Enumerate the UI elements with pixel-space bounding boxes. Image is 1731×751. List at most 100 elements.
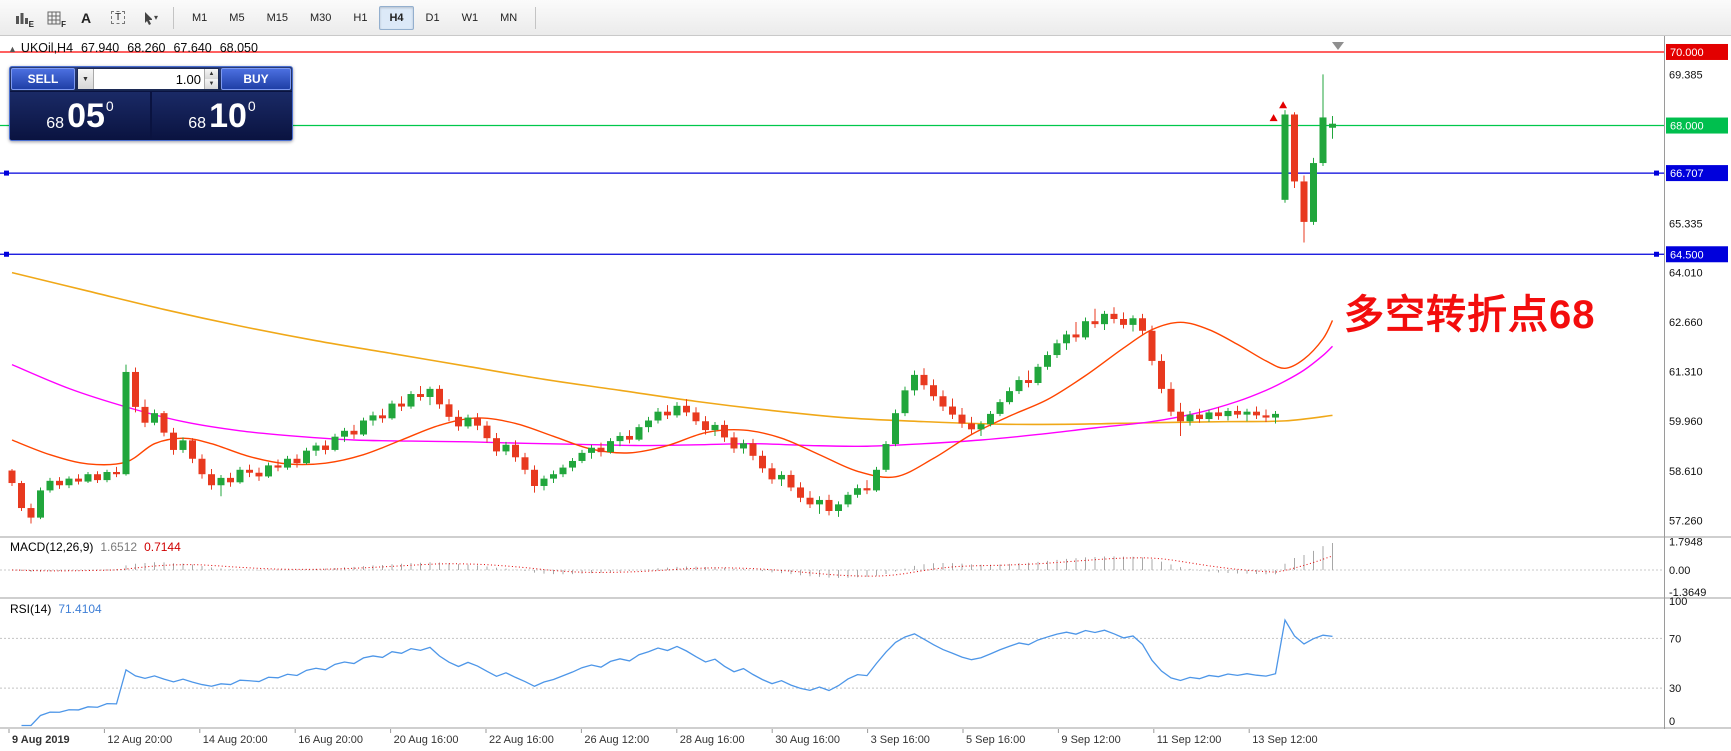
timeframe-button-m30[interactable]: M30: [300, 6, 341, 30]
candle-body: [179, 440, 187, 450]
buy-price-pips: 10: [209, 97, 247, 135]
timeframe-button-m5[interactable]: M5: [219, 6, 254, 30]
candle-body: [246, 469, 253, 473]
candle-body: [18, 483, 25, 509]
candle-body: [103, 472, 111, 481]
icon-sub-label: E: [28, 19, 34, 29]
candle-body: [379, 415, 386, 419]
candle-body: [825, 499, 833, 511]
bar-chart-icon: [16, 12, 28, 24]
candle-body: [160, 413, 168, 433]
candle-body: [189, 440, 196, 459]
trade-arrow-marker: [1279, 101, 1288, 109]
candle-body: [417, 394, 424, 397]
pane-divider[interactable]: [0, 597, 1731, 599]
volume-increase-button[interactable]: ▲: [204, 69, 218, 79]
candle-body: [398, 403, 405, 407]
candle-body: [151, 413, 158, 423]
timeframe-button-h1[interactable]: H1: [343, 6, 377, 30]
candle-body: [540, 478, 548, 486]
timeframe-button-h4[interactable]: H4: [379, 5, 414, 30]
candle-body: [474, 417, 481, 426]
ma-slow-line: [11, 271, 1333, 426]
time-axis-label: 30 Aug 16:00: [775, 734, 840, 746]
macd-scale-label: -1.3649: [1669, 587, 1706, 599]
price-tick-label: 58.610: [1669, 466, 1703, 478]
candle-body: [1329, 123, 1336, 128]
text-box-icon: T: [110, 11, 126, 24]
timeframe-button-mn[interactable]: MN: [490, 6, 527, 30]
candles: [8, 74, 1336, 524]
grid-f-button[interactable]: F: [39, 5, 69, 31]
candle-body: [265, 465, 272, 477]
candle-body: [1272, 413, 1279, 418]
volume-decrease-button[interactable]: ▼: [204, 79, 218, 89]
rsi-name: RSI(14): [10, 602, 52, 616]
chart-shift-marker-icon: [1332, 42, 1344, 50]
candle-body: [635, 427, 643, 440]
text-box-button[interactable]: T: [103, 5, 133, 31]
price-tick-label: 59.960: [1669, 416, 1703, 428]
chart-style-e-button[interactable]: E: [7, 5, 37, 31]
collapse-triangle-icon[interactable]: ▲: [8, 44, 17, 54]
candle-body: [1148, 330, 1156, 361]
timeframe-button-d1[interactable]: D1: [416, 6, 450, 30]
buy-price-display[interactable]: 68 10 0: [152, 92, 292, 140]
price-tick-label: 64.010: [1669, 267, 1703, 279]
text-annotation-button[interactable]: A: [71, 5, 101, 31]
candle-body: [132, 371, 139, 407]
time-axis-label: 22 Aug 16:00: [489, 734, 554, 746]
price-badge: 64.500: [1666, 246, 1728, 263]
pane-divider[interactable]: [0, 536, 1731, 538]
cursor-tool-button[interactable]: ▾: [135, 5, 165, 31]
candle-body: [939, 396, 947, 407]
volume-input[interactable]: [94, 69, 204, 89]
price-scale-separator: [1664, 36, 1665, 729]
candle-body: [588, 447, 595, 453]
macd-name: MACD(12,26,9): [10, 540, 94, 554]
sell-price-display[interactable]: 68 05 0: [10, 92, 150, 140]
price-tick-label: 61.310: [1669, 367, 1703, 379]
candle-body: [559, 467, 567, 475]
candle-body: [977, 424, 985, 430]
timeframe-button-m1[interactable]: M1: [182, 6, 217, 30]
timeframe-button-m15[interactable]: M15: [257, 6, 298, 30]
candle-body: [1139, 318, 1146, 331]
horizontal-line-64.5[interactable]: [0, 251, 1664, 257]
candle-body: [1129, 318, 1137, 325]
candle-body: [673, 405, 681, 416]
svg-text:70.000: 70.000: [1670, 47, 1704, 59]
candle-body: [46, 480, 54, 491]
buy-button[interactable]: BUY: [221, 68, 291, 90]
volume-dropdown-button[interactable]: ▼: [78, 69, 94, 89]
candle-body: [170, 432, 177, 450]
candle-body: [1253, 411, 1260, 416]
candle-body: [75, 478, 82, 482]
candle-body: [483, 425, 491, 439]
time-axis-label: 3 Sep 16:00: [871, 734, 930, 746]
candle-body: [350, 430, 358, 435]
candle-body: [1291, 114, 1298, 182]
candle-body: [1101, 313, 1108, 325]
candle-body: [749, 443, 757, 456]
time-axis-label: 5 Sep 16:00: [966, 734, 1025, 746]
candle-body: [198, 458, 206, 475]
svg-text:64.500: 64.500: [1670, 249, 1704, 261]
ma-mid-line: [11, 345, 1333, 448]
candle-body: [882, 444, 890, 470]
pane-divider[interactable]: [0, 727, 1731, 729]
candle-body: [654, 411, 662, 421]
sell-button[interactable]: SELL: [11, 68, 75, 90]
candle-body: [284, 458, 291, 468]
candle-body: [37, 490, 44, 518]
time-axis-label: 14 Aug 20:00: [203, 734, 268, 746]
timeframe-button-w1[interactable]: W1: [452, 6, 489, 30]
buy-price-integer: 68: [188, 115, 207, 132]
trade-arrow-marker: [1269, 114, 1278, 122]
candle-body: [930, 385, 937, 397]
candle-body: [493, 438, 500, 452]
candle-body: [1234, 410, 1241, 415]
horizontal-line-66.707[interactable]: [0, 170, 1664, 176]
candle-body: [835, 504, 842, 511]
price-tick-label: 65.335: [1669, 219, 1703, 231]
